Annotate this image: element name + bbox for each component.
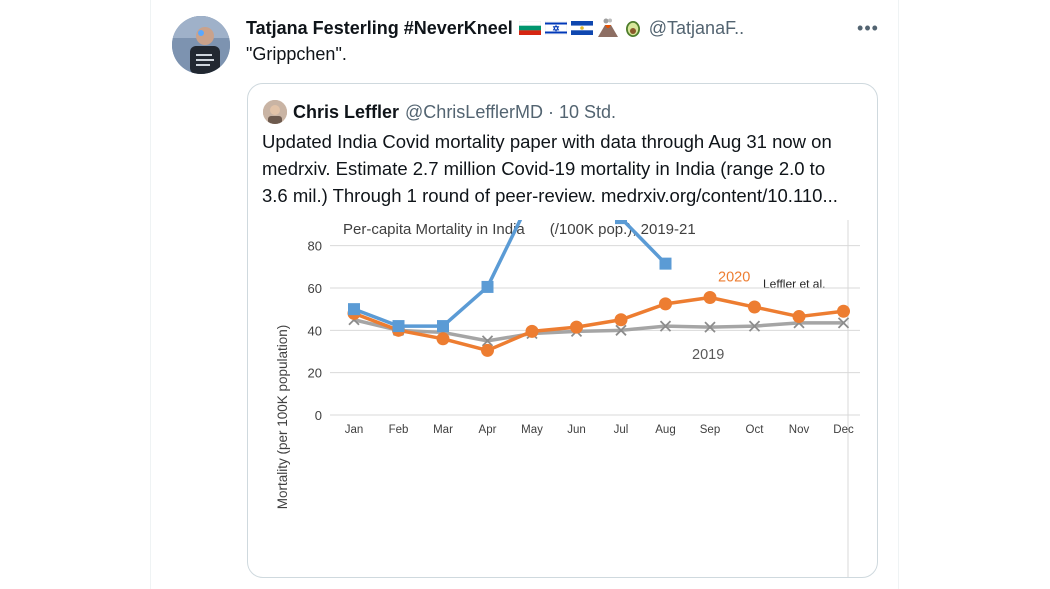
data-point-2021: [615, 220, 627, 225]
data-point-2019: [615, 324, 627, 336]
quoted-tweet[interactable]: Chris Leffler @ChrisLefflerMD · 10 Std. …: [247, 83, 878, 578]
flag-el-salvador-icon: [570, 21, 593, 35]
x-tick-label: Jan: [345, 424, 364, 436]
x-tick-label: Jun: [567, 424, 586, 436]
x-marker-stroke: [837, 317, 850, 329]
more-options-button[interactable]: •••: [856, 18, 880, 38]
avocado-icon: [625, 21, 640, 37]
quoted-author-name[interactable]: Chris Leffler: [293, 101, 400, 122]
x-marker-stroke: [748, 320, 761, 332]
series-label-2019: 2019: [692, 347, 724, 363]
flag-israel-icon: [544, 21, 567, 35]
x-marker-stroke: [615, 324, 627, 336]
x-tick-label: Sep: [700, 424, 720, 436]
quoted-header: Chris Leffler @ChrisLefflerMD · 10 Std.: [293, 100, 616, 124]
series-label-2020: 2020: [718, 270, 750, 286]
mortality-chart: Per-capita Mortality in India (/100K pop…: [275, 220, 860, 577]
data-point-2021: [348, 303, 360, 316]
x-tick-label: Dec: [833, 424, 854, 436]
quoted-avatar-photo: [263, 100, 287, 124]
data-point-2020: [614, 313, 628, 327]
data-point-2019: [659, 320, 672, 332]
y-tick-label: 20: [308, 366, 322, 381]
data-point-2021: [437, 320, 449, 333]
series-line-2021: [353, 220, 667, 328]
data-point-2019: [481, 335, 494, 347]
data-point-2020: [570, 320, 583, 334]
x-tick-label: Jul: [614, 424, 629, 436]
data-point-2020: [481, 343, 494, 357]
more-horizontal-icon: •••: [857, 17, 879, 38]
x-tick-label: May: [521, 424, 543, 436]
data-point-2019: [837, 317, 850, 329]
quoted-text-line: medrxiv. Estimate 2.7 million Covid-19 m…: [262, 158, 826, 179]
y-tick-label: 0: [315, 408, 322, 423]
quoted-text-line[interactable]: 3.6 mil.) Through 1 round of peer-review…: [262, 185, 838, 206]
x-marker-stroke: [481, 335, 494, 347]
x-tick-label: Aug: [655, 424, 675, 436]
data-point-2020: [436, 332, 450, 346]
data-point-2019: [704, 321, 716, 333]
series-line-2019: [353, 318, 844, 343]
avatar-photo: [172, 16, 230, 74]
author-handle[interactable]: @TatjanaF..: [648, 17, 745, 38]
x-tick-label: Nov: [789, 424, 810, 436]
data-point-2020: [748, 300, 761, 314]
data-point-2020: [525, 324, 539, 338]
y-tick-label: 40: [308, 323, 322, 338]
data-point-2020: [703, 291, 717, 305]
y-tick-label: 80: [308, 239, 322, 254]
avatar[interactable]: [172, 16, 230, 74]
x-tick-label: Apr: [479, 424, 497, 436]
quoted-text-line: Updated India Covid mortality paper with…: [262, 131, 832, 152]
x-tick-label: Feb: [389, 424, 409, 436]
timeline-column: [150, 0, 899, 589]
y-tick-label: 60: [308, 281, 322, 296]
quoted-text: Updated India Covid mortality paper with…: [262, 128, 867, 209]
quoted-avatar[interactable]: [263, 100, 287, 124]
tweet-text: "Grippchen".: [246, 44, 347, 64]
data-point-2020: [837, 304, 850, 318]
data-point-2021: [481, 280, 494, 293]
chart-annotation: Leffler et al.: [763, 277, 825, 291]
x-marker-stroke: [659, 320, 672, 332]
data-point-2021: [392, 320, 405, 333]
x-marker-stroke: [704, 321, 716, 333]
series-line-2020: [353, 295, 844, 353]
flag-bulgaria-icon: [518, 21, 541, 35]
data-point-2020: [659, 297, 672, 311]
x-tick-label: Mar: [433, 424, 453, 436]
data-point-2020: [792, 310, 806, 324]
data-point-2021: [659, 257, 672, 270]
data-point-2019: [748, 320, 761, 332]
volcano-icon: [597, 18, 618, 37]
flag-emojis: [518, 18, 643, 38]
x-tick-label: Oct: [746, 424, 765, 436]
author-name[interactable]: Tatjana Festerling #NeverKneel: [246, 17, 513, 38]
quoted-meta: @ChrisLefflerMD · 10 Std.: [405, 101, 617, 122]
tweet-header: Tatjana Festerling #NeverKneel: [246, 16, 744, 40]
y-axis-label: Mortality (per 100K population): [275, 325, 290, 510]
chart-title: Per-capita Mortality in India (/100K pop…: [343, 221, 696, 238]
